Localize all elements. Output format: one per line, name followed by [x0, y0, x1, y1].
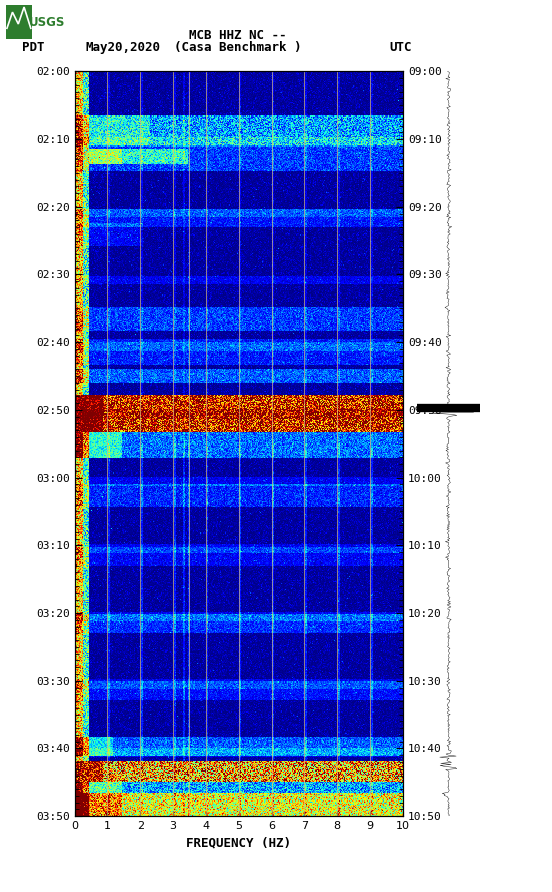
Text: UTC: UTC: [389, 41, 412, 54]
Text: USGS: USGS: [29, 16, 66, 29]
Bar: [6, 5, 31, 39]
Text: May20,2020: May20,2020: [86, 41, 161, 54]
Text: PDT: PDT: [22, 41, 45, 54]
Text: MCB HHZ NC --: MCB HHZ NC --: [189, 29, 286, 42]
X-axis label: FREQUENCY (HZ): FREQUENCY (HZ): [186, 837, 291, 849]
Text: (Casa Benchmark ): (Casa Benchmark ): [174, 41, 301, 54]
